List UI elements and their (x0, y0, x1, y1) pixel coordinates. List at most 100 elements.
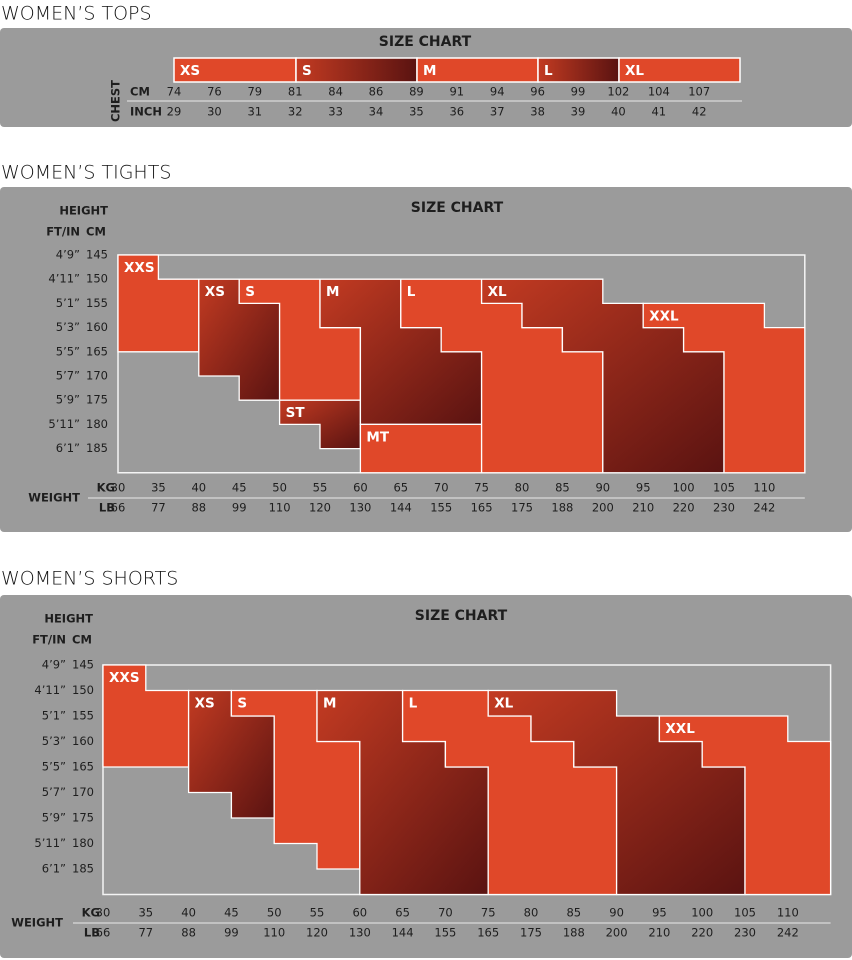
cell: 40 (611, 105, 626, 119)
height-cm: 170 (72, 785, 94, 799)
size-label: XS (195, 696, 215, 712)
cell: 85 (566, 906, 581, 920)
cell: 110 (263, 926, 285, 940)
cell: 29 (167, 105, 182, 119)
height-ft: 4’11” (34, 683, 66, 697)
height-cm: 150 (72, 683, 94, 697)
height-ft: 5’3” (56, 320, 80, 334)
height-cm: 175 (72, 811, 94, 825)
height-cm: 155 (72, 709, 94, 723)
size-label: XL (488, 284, 507, 300)
cell: 107 (688, 85, 710, 99)
size-label: M (323, 696, 336, 712)
row-unit: KG (82, 906, 100, 920)
height-cm: 155 (86, 296, 108, 310)
cell: 40 (191, 481, 206, 495)
height-ft: 5’3” (42, 734, 66, 748)
height-cm: 150 (86, 272, 108, 286)
cell: 90 (595, 481, 610, 495)
cell: 65 (393, 481, 408, 495)
chart-title: SIZE CHART (415, 608, 508, 624)
cell: 75 (481, 906, 496, 920)
cell: 100 (691, 906, 713, 920)
cell: 70 (434, 481, 449, 495)
height-ft: 4’9” (56, 248, 80, 262)
size-label: M (423, 63, 436, 79)
cell: 90 (609, 906, 624, 920)
cell: 86 (369, 85, 384, 99)
cell: 220 (691, 926, 713, 940)
height-ft: 4’11” (48, 272, 80, 286)
cell: 200 (592, 501, 614, 515)
unit-label: FT/IN (32, 633, 66, 647)
cell: 50 (267, 906, 282, 920)
cell: 144 (390, 501, 412, 515)
cell: 165 (477, 926, 499, 940)
cell: 230 (734, 926, 756, 940)
height-ft: 5’7” (42, 785, 66, 799)
size-label: XL (494, 696, 513, 712)
axis-label: CHEST (109, 80, 123, 122)
cell: 36 (449, 105, 464, 119)
cell: 88 (191, 501, 206, 515)
cell: 88 (181, 926, 196, 940)
cell: 33 (328, 105, 343, 119)
height-ft: 5’5” (42, 760, 66, 774)
cell: 188 (551, 501, 573, 515)
size-region (642, 302, 806, 474)
cell: 175 (511, 501, 533, 515)
axis-label: HEIGHT (59, 204, 108, 218)
cell: 55 (313, 481, 328, 495)
cell: 30 (111, 481, 126, 495)
cell: 60 (353, 481, 368, 495)
cell: 110 (753, 481, 775, 495)
cell: 38 (530, 105, 545, 119)
cell: 32 (288, 105, 303, 119)
cell: 99 (571, 85, 586, 99)
cell: 110 (777, 906, 799, 920)
size-region (658, 715, 832, 896)
cell: 105 (734, 906, 756, 920)
cell: 85 (555, 481, 570, 495)
cell: 41 (651, 105, 666, 119)
cell: 95 (636, 481, 651, 495)
row-unit: LB (84, 926, 100, 940)
cell: 70 (438, 906, 453, 920)
cell: 104 (648, 85, 670, 99)
cell: 95 (652, 906, 667, 920)
cell: 60 (352, 906, 367, 920)
height-cm: 160 (72, 734, 94, 748)
cell: 30 (207, 105, 222, 119)
cell: 79 (247, 85, 262, 99)
cell: 35 (409, 105, 424, 119)
height-cm: 175 (86, 393, 108, 407)
cell: 242 (753, 501, 775, 515)
size-label: L (409, 696, 418, 712)
cell: 30 (96, 906, 111, 920)
cell: 220 (673, 501, 695, 515)
cell: 80 (515, 481, 530, 495)
size-band (618, 57, 741, 83)
cell: 120 (306, 926, 328, 940)
size-label: S (237, 696, 247, 712)
size-label: XS (180, 63, 200, 79)
row-unit: KG (97, 481, 115, 495)
cell: 120 (309, 501, 331, 515)
size-label: L (407, 284, 416, 300)
size-label: XXL (665, 721, 695, 737)
cell: 96 (530, 85, 545, 99)
height-ft: 5’11” (34, 836, 66, 850)
cell: 105 (713, 481, 735, 495)
height-ft: 6’1” (56, 441, 80, 455)
cell: 144 (392, 926, 414, 940)
cell: 155 (434, 926, 456, 940)
height-cm: 180 (72, 836, 94, 850)
row-unit: INCH (130, 105, 162, 119)
section-title: WOMEN’S SHORTS (1, 568, 178, 590)
size-label: XS (205, 284, 225, 300)
cell: 77 (151, 501, 166, 515)
size-label: MT (366, 429, 389, 445)
cell: 50 (272, 481, 287, 495)
cell: 230 (713, 501, 735, 515)
